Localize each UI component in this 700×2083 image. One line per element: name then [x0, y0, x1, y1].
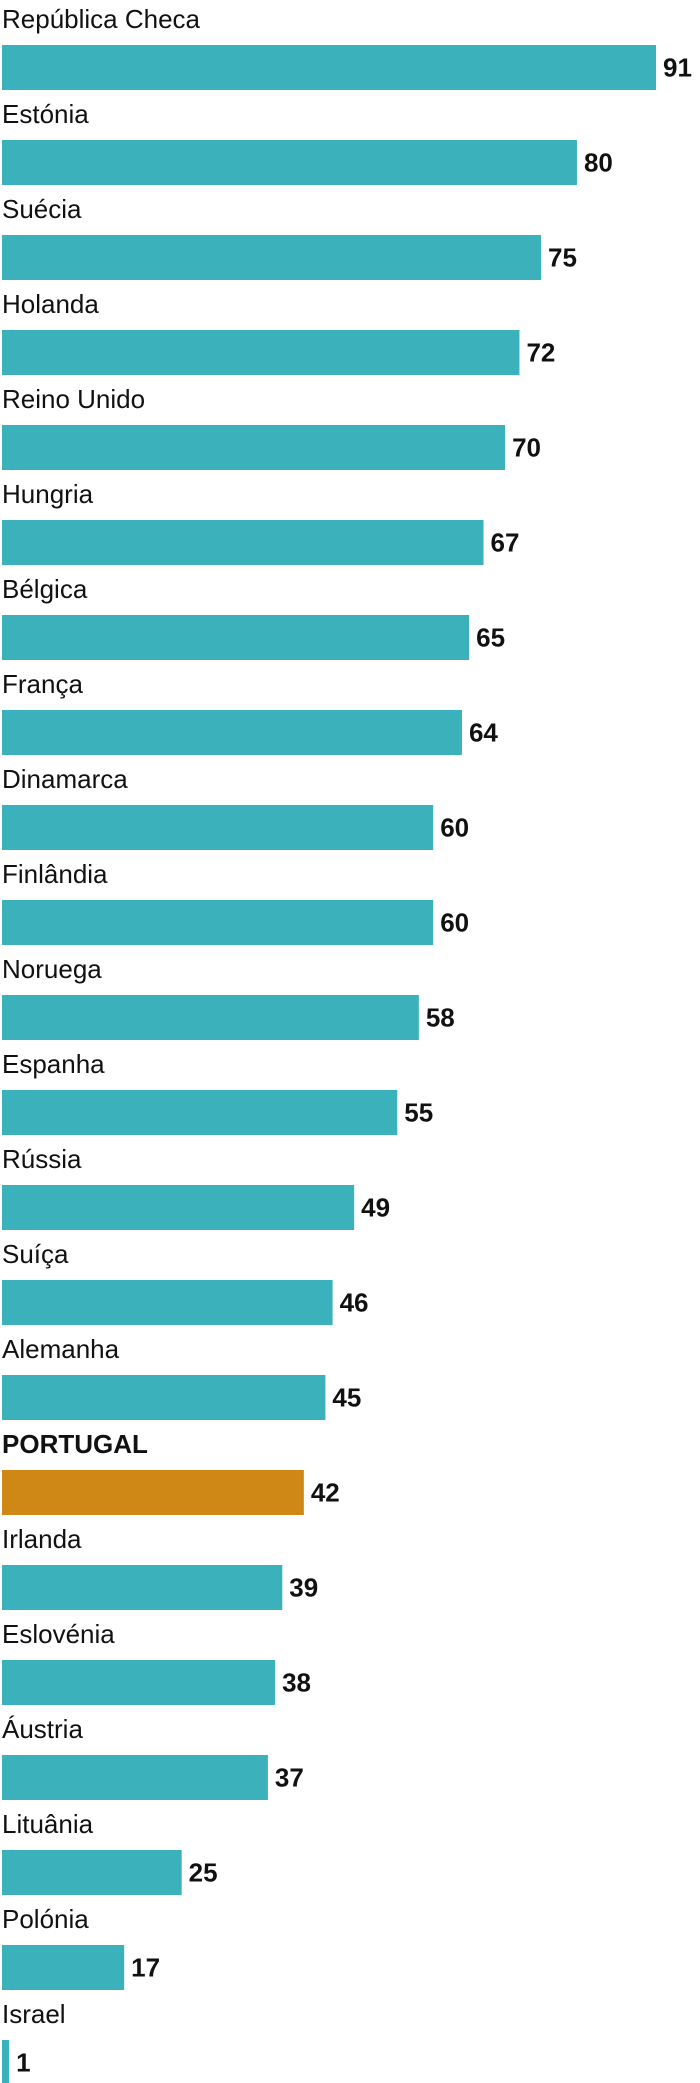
category-label: Espanha [2, 1049, 105, 1079]
bar [2, 900, 434, 945]
value-label: 75 [548, 243, 577, 273]
bar [2, 235, 542, 280]
category-label: Dinamarca [2, 764, 128, 794]
value-label: 55 [404, 1098, 433, 1128]
category-label: Noruega [2, 954, 102, 984]
value-label: 58 [426, 1003, 455, 1033]
value-label: 39 [289, 1573, 318, 1603]
bar [2, 1280, 333, 1325]
bar [2, 805, 434, 850]
value-label: 80 [584, 148, 613, 178]
category-label: Áustria [2, 1714, 83, 1744]
bar [2, 1945, 125, 1990]
bar [2, 1185, 355, 1230]
value-label: 60 [440, 908, 469, 938]
category-label: Estónia [2, 99, 89, 129]
bar [2, 330, 520, 375]
bar [2, 1660, 276, 1705]
bar [2, 1375, 326, 1420]
bar [2, 1565, 283, 1610]
category-label: Eslovénia [2, 1619, 115, 1649]
value-label: 67 [491, 528, 520, 558]
category-label: PORTUGAL [2, 1429, 148, 1459]
value-label: 25 [189, 1858, 218, 1888]
bar [2, 2040, 10, 2083]
category-label: Hungria [2, 479, 94, 509]
category-label: Suécia [2, 194, 82, 224]
value-label: 37 [275, 1763, 304, 1793]
bar [2, 615, 470, 660]
value-label: 91 [663, 53, 692, 83]
bar [2, 1090, 398, 1135]
value-label: 1 [16, 2048, 30, 2078]
value-label: 38 [282, 1668, 311, 1698]
bar [2, 995, 419, 1040]
bar [2, 520, 484, 565]
bar [2, 45, 656, 90]
category-label: Bélgica [2, 574, 88, 604]
category-label: Israel [2, 1999, 66, 2029]
bar [2, 140, 577, 185]
value-label: 70 [512, 433, 541, 463]
category-label: Reino Unido [2, 384, 145, 414]
value-label: 49 [361, 1193, 390, 1223]
bar [2, 1755, 268, 1800]
bar [2, 425, 506, 470]
bar [2, 1470, 304, 1515]
value-label: 72 [526, 338, 555, 368]
category-label: Holanda [2, 289, 99, 319]
value-label: 64 [469, 718, 498, 748]
value-label: 60 [440, 813, 469, 843]
value-label: 65 [476, 623, 505, 653]
bar [2, 1850, 182, 1895]
category-label: Polónia [2, 1904, 89, 1934]
category-label: República Checa [2, 4, 201, 34]
value-label: 42 [311, 1478, 340, 1508]
category-label: Rússia [2, 1144, 82, 1174]
bar [2, 710, 462, 755]
value-label: 17 [131, 1953, 160, 1983]
category-label: Suíça [2, 1239, 69, 1269]
category-label: Lituânia [2, 1809, 94, 1839]
category-label: Irlanda [2, 1524, 82, 1554]
category-label: Finlândia [2, 859, 108, 889]
category-label: Alemanha [2, 1334, 120, 1364]
category-label: França [2, 669, 83, 699]
value-label: 45 [332, 1383, 361, 1413]
value-label: 46 [340, 1288, 369, 1318]
